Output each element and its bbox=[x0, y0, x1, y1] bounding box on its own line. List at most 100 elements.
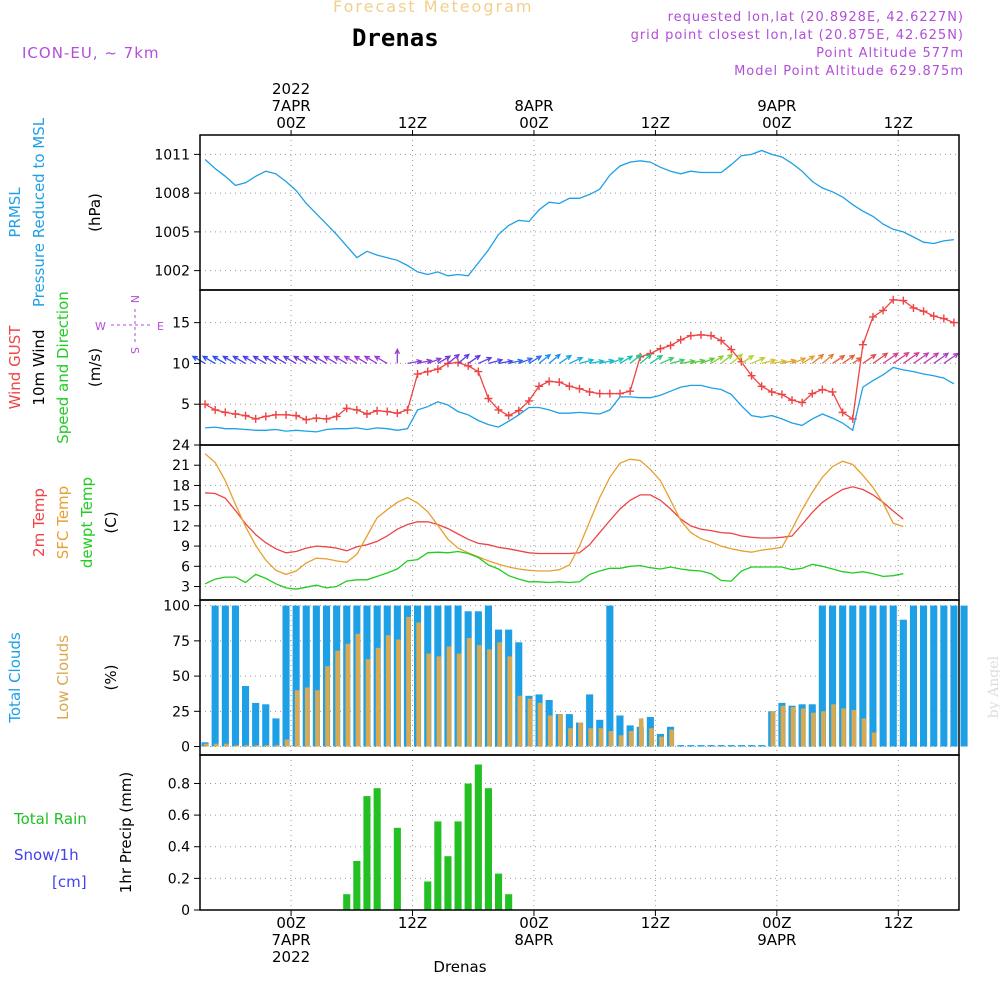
wind-direction-arrow bbox=[437, 355, 452, 364]
panel-frame bbox=[199, 134, 960, 291]
bar-low_clouds bbox=[426, 653, 431, 747]
wind-direction-arrow bbox=[282, 355, 297, 364]
gust-marker bbox=[241, 411, 250, 420]
compass-rose: W E N S bbox=[95, 295, 164, 354]
panel-label: 10m Wind bbox=[30, 329, 48, 405]
time-label-bottom: 12Z bbox=[398, 914, 427, 932]
gust-marker bbox=[747, 371, 756, 380]
bar-total_clouds bbox=[829, 605, 837, 747]
wind-direction-arrow bbox=[548, 353, 562, 364]
bar-low_clouds bbox=[851, 709, 857, 747]
gust-marker bbox=[727, 345, 736, 354]
gust-marker bbox=[474, 367, 483, 376]
bar-low_clouds bbox=[335, 650, 340, 747]
wind-direction-arrow bbox=[862, 353, 877, 364]
panel-label: Low Clouds bbox=[54, 635, 72, 720]
gust-marker bbox=[413, 370, 422, 379]
y-tick-label: 100 bbox=[163, 599, 190, 615]
gust-marker bbox=[656, 344, 665, 353]
bottom-axis-title: Drenas bbox=[433, 958, 486, 976]
time-label-top: 9APR bbox=[757, 97, 796, 115]
bar-total_clouds bbox=[849, 605, 857, 747]
gust-marker bbox=[221, 408, 230, 417]
y-tick-label: 0.2 bbox=[168, 871, 190, 887]
series-line-wind10m bbox=[205, 366, 955, 433]
panel-label: Total Clouds bbox=[6, 632, 24, 724]
gust-marker bbox=[403, 405, 412, 414]
bar-total_clouds bbox=[920, 605, 928, 747]
gust-marker bbox=[929, 312, 938, 321]
compass-east: E bbox=[157, 320, 164, 333]
gust-marker bbox=[484, 394, 493, 403]
gust-marker bbox=[312, 414, 321, 423]
time-label-bottom: 2022 bbox=[272, 948, 310, 966]
wind-direction-arrow bbox=[579, 358, 595, 365]
gust-marker bbox=[626, 387, 635, 396]
wind-direction-arrow bbox=[660, 356, 675, 365]
gust-marker bbox=[535, 382, 544, 391]
bar-total_clouds bbox=[211, 605, 219, 747]
wind-direction-arrow bbox=[811, 353, 825, 364]
bar-total_clouds bbox=[748, 745, 756, 747]
gust-marker bbox=[555, 378, 564, 387]
wind-direction-arrow bbox=[478, 356, 493, 365]
wind-direction-arrow bbox=[394, 347, 401, 364]
series-line-prmsl bbox=[204, 149, 954, 277]
bar-rain bbox=[484, 788, 492, 910]
bar-low_clouds bbox=[406, 616, 411, 747]
wind-direction-arrow bbox=[842, 354, 856, 364]
gust-marker bbox=[818, 385, 827, 394]
bar-low_clouds bbox=[588, 728, 593, 747]
gust-marker bbox=[261, 412, 270, 421]
wind-direction-arrow bbox=[700, 357, 716, 365]
wind-direction-arrow bbox=[323, 355, 337, 364]
gust-marker bbox=[767, 387, 776, 396]
panel-label: dewpt Temp bbox=[78, 477, 96, 568]
wind-direction-arrow bbox=[852, 356, 863, 364]
wind-direction-arrow bbox=[933, 352, 950, 364]
wind-direction-arrow bbox=[373, 355, 388, 364]
bar-total_clouds bbox=[515, 642, 523, 747]
gust-marker bbox=[798, 398, 807, 407]
gust-marker bbox=[383, 407, 392, 416]
y-tick-label: 15 bbox=[172, 316, 190, 332]
gust-marker bbox=[707, 331, 716, 340]
bar-low_clouds bbox=[224, 743, 229, 747]
compass-lines bbox=[111, 309, 153, 343]
gust-marker bbox=[292, 411, 301, 420]
wind-direction-arrow bbox=[353, 355, 368, 364]
wind-direction-arrow bbox=[609, 357, 625, 365]
bar-low_clouds bbox=[477, 645, 482, 747]
bar-low_clouds bbox=[841, 708, 846, 747]
panel-label: (%) bbox=[102, 665, 120, 691]
wind-direction-arrow bbox=[488, 358, 504, 365]
time-label-top: 8APR bbox=[514, 97, 553, 115]
y-tick-label: 1011 bbox=[154, 147, 190, 163]
gust-marker bbox=[717, 336, 726, 345]
wind-direction-arrow bbox=[467, 354, 482, 364]
bar-total_clouds bbox=[930, 605, 938, 747]
bar-rain bbox=[424, 881, 432, 910]
grid-point-coordinates: grid point closest lon,lat (20.875E, 42.… bbox=[630, 28, 964, 43]
requested-coordinates: requested lon,lat (20.8928E, 42.6227N) bbox=[667, 10, 964, 25]
compass-north: N bbox=[128, 295, 141, 303]
gust-marker bbox=[858, 340, 867, 349]
bar-low_clouds bbox=[385, 635, 391, 747]
bar-total_clouds bbox=[909, 605, 917, 747]
bar-low_clouds bbox=[831, 704, 836, 747]
y-tick-label: 15 bbox=[172, 499, 190, 515]
wind-direction-arrow bbox=[751, 356, 766, 365]
bar-rain bbox=[454, 821, 462, 910]
gust-marker bbox=[322, 414, 331, 423]
wind-direction-arrow bbox=[242, 355, 257, 364]
time-label-bottom: 00Z bbox=[762, 914, 791, 932]
bar-total_clouds bbox=[869, 605, 877, 747]
bar-total_clouds bbox=[677, 745, 685, 747]
bar-low_clouds bbox=[305, 687, 310, 747]
bar-low_clouds bbox=[355, 633, 361, 747]
gust-marker bbox=[919, 307, 928, 316]
wind-direction-arrow bbox=[872, 352, 889, 364]
bar-low_clouds bbox=[487, 649, 492, 747]
wind-direction-arrow bbox=[629, 353, 643, 364]
